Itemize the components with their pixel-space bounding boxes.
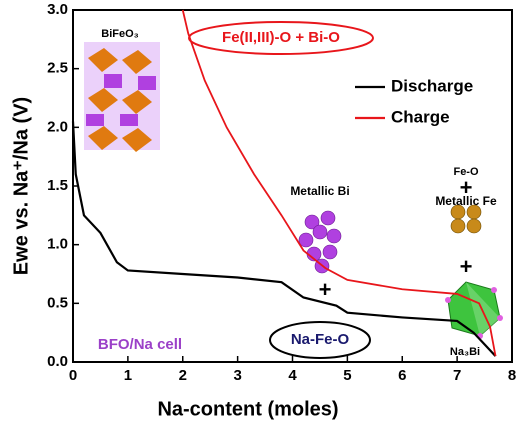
annotation: Na-Fe-O — [291, 331, 350, 348]
y-tick-label: 1.0 — [47, 236, 68, 253]
y-tick-label: 0.5 — [47, 294, 68, 311]
y-tick-label: 3.0 — [47, 1, 68, 18]
annotation: Na₃Bi — [450, 346, 480, 358]
annotation: Metallic Bi — [290, 184, 349, 198]
annotation: Metallic Fe — [435, 194, 497, 208]
data-line — [181, 9, 497, 357]
x-tick-label: 6 — [398, 367, 406, 384]
y-tick-label: 0.0 — [47, 353, 68, 370]
x-tick-label: 8 — [508, 367, 516, 384]
annotation: BFO/Na cell — [98, 336, 182, 353]
x-tick-label: 2 — [179, 367, 187, 384]
x-tick-label: 7 — [453, 367, 461, 384]
x-tick-label: 4 — [288, 367, 297, 384]
legend-label: Charge — [391, 107, 450, 126]
annotation: + — [460, 175, 473, 200]
bifeo3-structure — [84, 42, 160, 152]
data-line — [71, 121, 497, 357]
annotation: + — [319, 277, 332, 302]
annotation: BiFeO₃ — [101, 28, 138, 40]
annotation: Fe-O — [453, 166, 479, 178]
x-tick-label: 0 — [69, 367, 77, 384]
y-tick-label: 2.5 — [47, 60, 68, 77]
annotation: Fe(II,III)-O + Bi-O — [222, 29, 340, 46]
y-tick-label: 1.5 — [47, 177, 68, 194]
highlight-ellipse — [269, 321, 371, 359]
iron-cluster — [450, 204, 482, 234]
x-tick-label: 1 — [124, 367, 132, 384]
y-tick-label: 2.0 — [47, 118, 68, 135]
y-axis-label: Ewe vs. Na⁺/Na (V) — [10, 97, 32, 275]
legend-label: Discharge — [391, 76, 473, 95]
na3bi-structure — [445, 281, 503, 339]
x-tick-label: 5 — [343, 367, 351, 384]
annotation: + — [460, 254, 473, 279]
x-tick-label: 3 — [233, 367, 241, 384]
x-axis-label: Na-content (moles) — [157, 398, 338, 420]
